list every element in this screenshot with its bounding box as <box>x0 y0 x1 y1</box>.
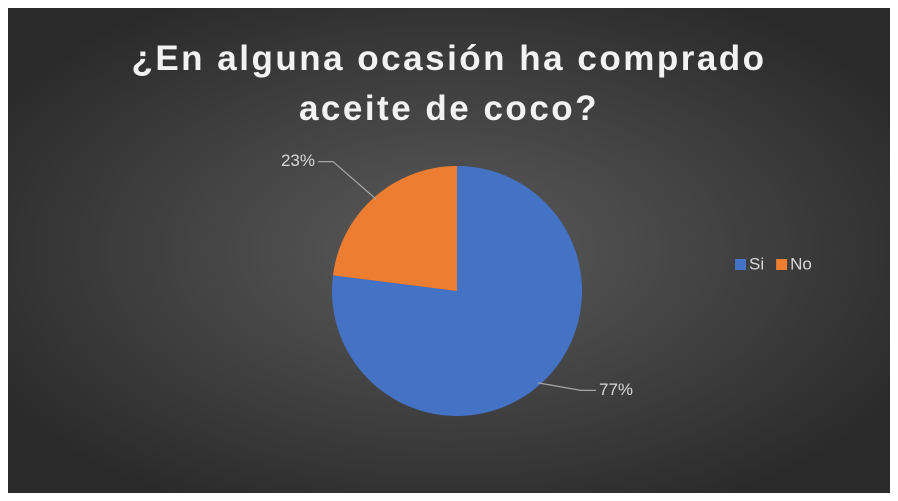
legend-label: No <box>790 254 812 273</box>
chart-title: ¿En alguna ocasión ha comprado aceite de… <box>131 39 767 128</box>
leader-line <box>537 382 596 391</box>
legend-swatch <box>776 259 788 270</box>
legend-label: Si <box>749 254 764 273</box>
leader-line <box>318 161 377 200</box>
pie-slice <box>332 166 582 417</box>
pie-slice <box>332 166 457 291</box>
data-label: 77% <box>599 380 633 399</box>
data-label: 23% <box>281 151 315 170</box>
legend-swatch <box>735 259 746 270</box>
